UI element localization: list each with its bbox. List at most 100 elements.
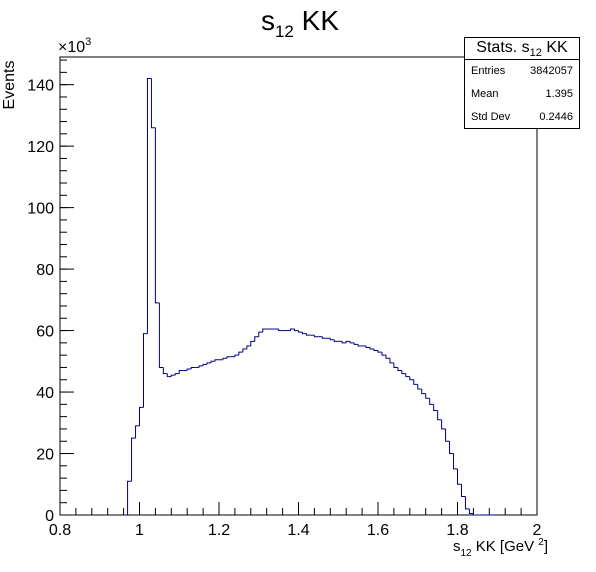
histogram-bin xyxy=(238,351,243,356)
histogram-bin xyxy=(305,333,311,336)
y-tick-label: 100 xyxy=(27,201,54,218)
histogram-bin xyxy=(242,348,247,353)
histogram-bin xyxy=(409,376,414,381)
histogram-bin xyxy=(135,425,140,439)
histogram-bin xyxy=(246,345,251,350)
histogram-bin xyxy=(210,360,216,363)
histogram-bin xyxy=(298,330,303,333)
histogram-bin xyxy=(393,362,398,368)
histogram-bin xyxy=(397,367,402,372)
histogram-bin xyxy=(464,496,470,510)
histogram-bin xyxy=(353,342,359,345)
histogram-bin xyxy=(146,78,152,334)
histogram-bin xyxy=(234,354,239,357)
stats-box: Stats. s12 KK Entries 3842057 Mean 1.395… xyxy=(464,37,580,129)
y-tick-label: 0 xyxy=(45,508,54,525)
histogram-bin xyxy=(226,356,231,359)
histogram-bin xyxy=(154,127,160,304)
histogram-bin xyxy=(401,370,406,375)
histogram-bin xyxy=(198,365,204,368)
histogram-bin xyxy=(313,335,319,338)
y-scale-factor: ×103 xyxy=(58,36,91,56)
histogram-bin xyxy=(190,366,196,369)
histogram-bin xyxy=(150,78,156,129)
histogram-bin xyxy=(341,341,347,344)
histogram-bin xyxy=(186,368,192,371)
histogram-bin xyxy=(385,355,390,359)
histogram-bin xyxy=(202,363,208,366)
histogram-bin xyxy=(417,384,422,390)
chart-title-main: s xyxy=(261,5,275,36)
histogram-bin xyxy=(445,428,450,442)
histogram-bin xyxy=(329,338,335,341)
x-axis-label: s12 KK [GeV 2] xyxy=(453,537,548,559)
stats-row-stddev: Std Dev 0.2446 xyxy=(465,106,579,129)
histogram-bin xyxy=(389,358,394,364)
y-tick-label: 40 xyxy=(36,385,54,402)
stats-title-sub: 12 xyxy=(529,47,542,60)
histogram-bin xyxy=(369,347,375,350)
stats-title-suffix: KK xyxy=(541,39,568,56)
stats-mean-value: 1.395 xyxy=(545,88,573,100)
histogram-bin xyxy=(166,373,172,378)
histogram-bin xyxy=(278,329,283,332)
histogram-bin xyxy=(453,453,458,470)
histogram-bin xyxy=(457,468,462,485)
chart-title: s12 KK xyxy=(261,5,339,41)
y-tick-label: 20 xyxy=(36,447,54,464)
histogram-bin xyxy=(142,333,148,408)
histogram-bin xyxy=(381,352,386,356)
histogram-bin xyxy=(206,362,212,365)
stats-row-mean: Mean 1.395 xyxy=(465,83,579,106)
histogram-bin xyxy=(333,339,339,342)
histogram-bin xyxy=(413,379,418,385)
chart-title-suffix: KK xyxy=(294,5,339,36)
histogram-bin xyxy=(437,410,442,421)
histogram-bin xyxy=(373,349,378,352)
stats-title-main: Stats. s xyxy=(476,39,530,56)
chart-title-sub: 12 xyxy=(275,22,294,41)
histogram-bin xyxy=(441,419,446,430)
histogram-bin xyxy=(460,484,466,498)
histogram-bin xyxy=(254,336,259,342)
y-tick-label: 80 xyxy=(36,262,54,279)
histogram-bin xyxy=(433,404,438,411)
x-label-close: ] xyxy=(544,538,548,555)
x-tick-label: 2 xyxy=(533,522,542,539)
x-label-sub: 12 xyxy=(460,548,472,559)
histogram-bin xyxy=(301,332,307,335)
stats-entries-value: 3842057 xyxy=(530,65,573,77)
histogram-bin xyxy=(131,437,136,482)
stats-title: Stats. s12 KK xyxy=(465,38,579,60)
histogram-bin xyxy=(421,388,426,395)
y-tick-label: 60 xyxy=(36,324,54,341)
histogram-bin xyxy=(214,359,219,362)
histogram-bin xyxy=(377,350,382,353)
histogram-bin xyxy=(250,340,255,346)
stats-stddev-value: 0.2446 xyxy=(539,111,573,123)
histogram-bin xyxy=(178,370,184,374)
stats-entries-label: Entries xyxy=(471,65,506,77)
histogram-bin xyxy=(258,331,263,337)
histogram-bin xyxy=(425,393,430,399)
x-tick-label: 1 xyxy=(135,522,144,539)
histogram-bin xyxy=(174,373,180,376)
histogram-bin xyxy=(349,341,355,344)
histogram-bin xyxy=(262,328,267,333)
histogram-bin xyxy=(357,344,363,347)
y-scale-label: ×10 xyxy=(58,39,85,56)
histogram-bin xyxy=(139,406,144,426)
histogram-bin xyxy=(158,302,164,368)
x-tick-label: 1.2 xyxy=(208,522,230,539)
histogram-bin xyxy=(345,340,351,343)
histogram-bin xyxy=(429,398,434,405)
x-label-sup: 2 xyxy=(538,537,544,548)
y-scale-exp: 3 xyxy=(85,36,91,48)
y-tick-label: 140 xyxy=(27,78,54,95)
histogram-bin xyxy=(170,374,176,377)
histogram-bin xyxy=(472,513,478,516)
histogram-bin xyxy=(365,345,371,348)
x-label-main: s xyxy=(453,538,461,555)
stats-stddev-label: Std Dev xyxy=(471,111,511,123)
